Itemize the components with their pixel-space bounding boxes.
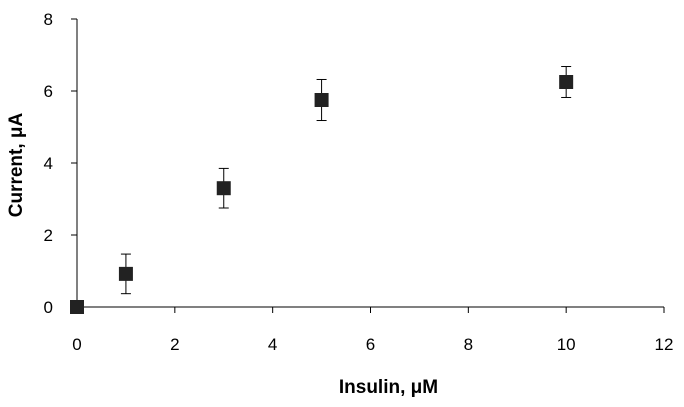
axes: [76, 19, 664, 308]
data-point: [314, 93, 329, 107]
x-tick-label: 4: [268, 335, 277, 354]
y-axis-title: Current, μA: [6, 112, 27, 217]
data-point: [70, 300, 84, 314]
data-point: [216, 181, 231, 196]
x-tick-label: 0: [72, 335, 81, 354]
y-tick-label: 0: [44, 298, 53, 317]
data-point: [118, 266, 133, 281]
x-ticks: 0 2 4 6 8 10 12: [72, 307, 673, 354]
data-point: [559, 75, 574, 89]
x-axis-title: Insulin, μM: [339, 377, 438, 398]
y-tick-label: 4: [44, 154, 53, 173]
x-tick-label: 2: [170, 335, 179, 354]
x-tick-label: 6: [366, 335, 375, 354]
x-tick-label: 12: [655, 335, 674, 354]
y-tick-label: 6: [44, 82, 53, 101]
data-points: [70, 66, 574, 314]
x-tick-label: 8: [464, 335, 473, 354]
x-tick-label: 10: [557, 335, 576, 354]
y-ticks: 0 2 4 6 8: [44, 10, 77, 317]
y-tick-label: 8: [44, 10, 53, 29]
y-tick-label: 2: [44, 226, 53, 245]
